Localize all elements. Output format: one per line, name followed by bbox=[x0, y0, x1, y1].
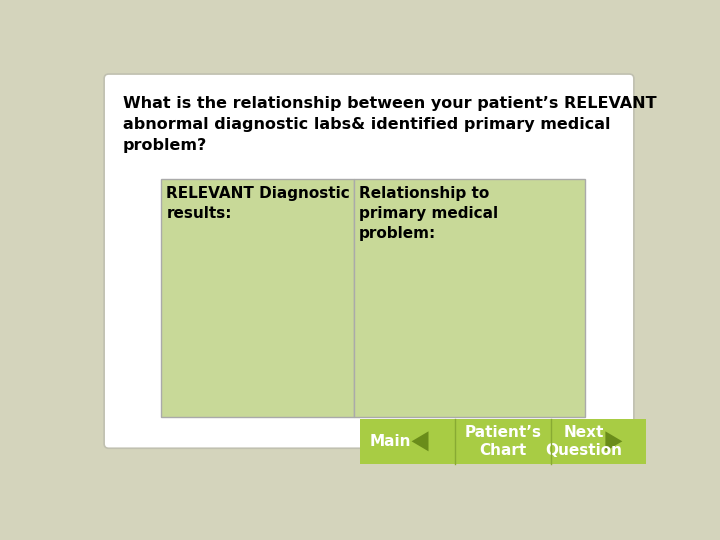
Bar bbox=[360, 419, 647, 464]
Polygon shape bbox=[412, 431, 428, 451]
Text: RELEVANT Diagnostic
results:: RELEVANT Diagnostic results: bbox=[166, 186, 350, 221]
FancyBboxPatch shape bbox=[104, 74, 634, 448]
Text: Relationship to
primary medical
problem:: Relationship to primary medical problem: bbox=[359, 186, 498, 241]
Bar bbox=[161, 179, 354, 417]
Text: Next
Question: Next Question bbox=[546, 424, 623, 458]
Text: Main: Main bbox=[369, 434, 411, 449]
Bar bbox=[354, 179, 585, 417]
Text: Patient’s
Chart: Patient’s Chart bbox=[464, 424, 541, 458]
Polygon shape bbox=[606, 431, 622, 451]
Text: What is the relationship between your patient’s RELEVANT
abnormal diagnostic lab: What is the relationship between your pa… bbox=[122, 96, 656, 153]
